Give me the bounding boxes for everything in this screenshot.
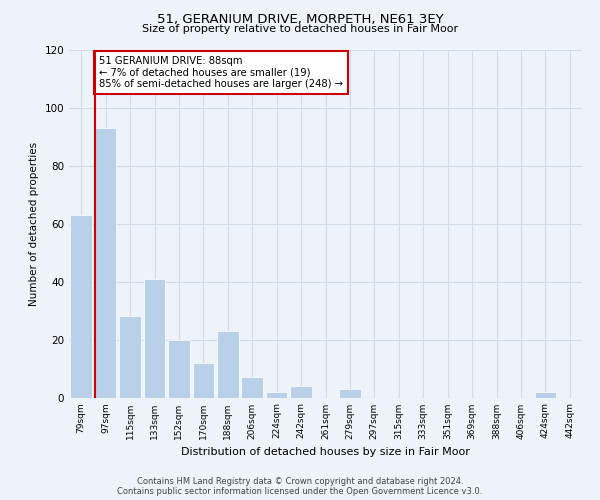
X-axis label: Distribution of detached houses by size in Fair Moor: Distribution of detached houses by size … <box>181 447 470 457</box>
Bar <box>168 340 190 398</box>
Bar <box>535 392 556 398</box>
Bar <box>144 279 165 398</box>
Bar <box>217 331 239 398</box>
Text: Contains HM Land Registry data © Crown copyright and database right 2024.: Contains HM Land Registry data © Crown c… <box>137 478 463 486</box>
Bar <box>266 392 287 398</box>
Text: 51, GERANIUM DRIVE, MORPETH, NE61 3EY: 51, GERANIUM DRIVE, MORPETH, NE61 3EY <box>157 12 443 26</box>
Text: Contains public sector information licensed under the Open Government Licence v3: Contains public sector information licen… <box>118 487 482 496</box>
Bar <box>290 386 312 398</box>
Y-axis label: Number of detached properties: Number of detached properties <box>29 142 39 306</box>
Text: 51 GERANIUM DRIVE: 88sqm
← 7% of detached houses are smaller (19)
85% of semi-de: 51 GERANIUM DRIVE: 88sqm ← 7% of detache… <box>98 56 343 89</box>
Bar <box>193 363 214 398</box>
Bar <box>339 389 361 398</box>
Bar <box>119 316 141 398</box>
Text: Size of property relative to detached houses in Fair Moor: Size of property relative to detached ho… <box>142 24 458 34</box>
Bar <box>241 377 263 398</box>
Bar <box>95 128 116 398</box>
Bar <box>70 215 92 398</box>
